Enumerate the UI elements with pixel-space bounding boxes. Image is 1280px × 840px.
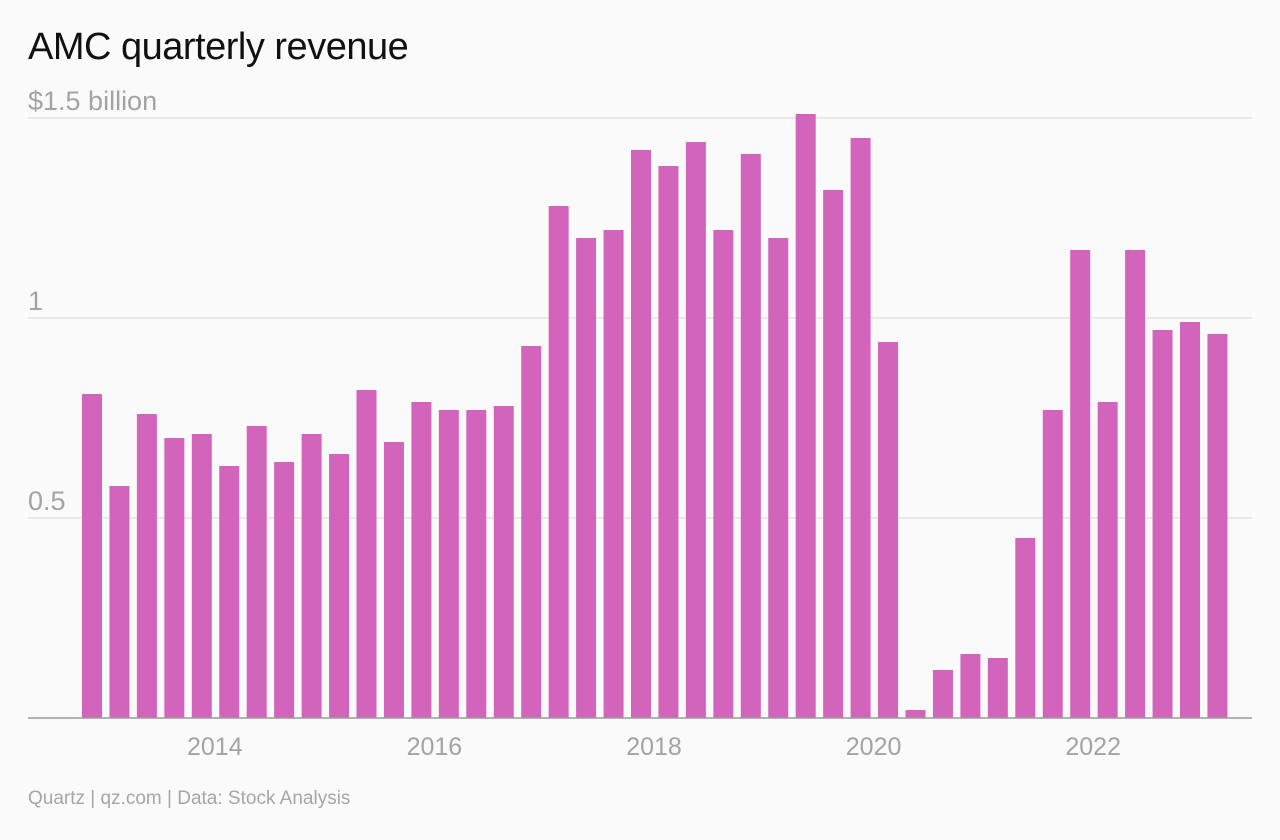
x-tick-label: 2018 (626, 733, 682, 761)
axis-ticks: $1.5 billion 1 0.5 2014 2016 2018 2020 2022 (28, 86, 1252, 761)
y-tick-label: 1 (28, 286, 43, 316)
bar (548, 206, 569, 718)
bar (383, 442, 404, 718)
bar (1125, 250, 1146, 718)
bar (987, 658, 1008, 718)
bar (356, 390, 377, 718)
bar (1070, 250, 1091, 718)
bar (521, 346, 542, 718)
bar (603, 230, 624, 718)
bar (329, 454, 350, 718)
chart-title: AMC quarterly revenue (28, 26, 409, 68)
source-credit: Quartz | qz.com | Data: Stock Analysis (28, 788, 351, 809)
bar (878, 342, 899, 718)
bar (466, 410, 487, 718)
bar (1180, 322, 1200, 718)
bar (164, 438, 185, 718)
bar (246, 426, 267, 718)
bar (685, 142, 706, 718)
bar (960, 654, 981, 718)
x-tick-label: 2022 (1065, 733, 1121, 761)
bar (658, 166, 679, 718)
bar (1042, 410, 1063, 718)
y-tick-label: $1.5 billion (28, 86, 157, 116)
bar (713, 230, 734, 718)
bar (219, 466, 240, 718)
bar (438, 410, 459, 718)
bar (932, 670, 953, 718)
bar (1152, 330, 1173, 718)
y-tick-label: 0.5 (28, 486, 66, 516)
bar (768, 238, 789, 718)
bar (1097, 402, 1118, 718)
bar (631, 150, 651, 718)
x-tick-label: 2014 (187, 733, 243, 761)
bar (411, 402, 432, 718)
bar (493, 406, 514, 718)
bar (274, 462, 295, 718)
bar (109, 486, 130, 718)
bar (850, 138, 871, 718)
bar (191, 434, 212, 718)
bar (136, 414, 157, 718)
bar (1207, 334, 1228, 718)
bar (823, 190, 844, 718)
bar (740, 154, 761, 718)
bar (576, 238, 597, 718)
x-tick-label: 2016 (407, 733, 463, 761)
bar (1015, 538, 1036, 718)
x-tick-label: 2020 (846, 733, 902, 761)
bar (82, 394, 102, 718)
bar (301, 434, 322, 718)
bars (82, 114, 1228, 718)
bar (795, 114, 816, 718)
bar (905, 710, 926, 718)
